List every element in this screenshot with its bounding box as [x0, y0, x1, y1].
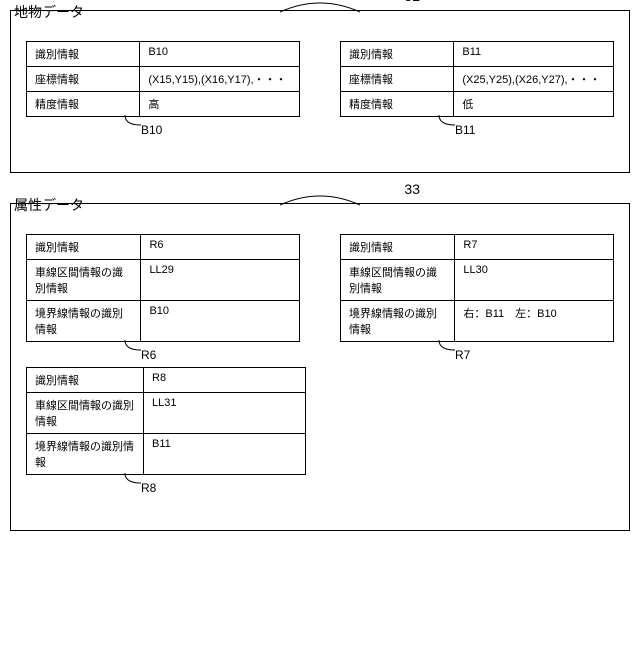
table: 識別情報B11 座標情報(X25,Y25),(X26,Y27),・・・ 精度情報…: [340, 41, 614, 117]
callout-label: R6: [141, 348, 156, 362]
cell-label: 車線区間情報の識別情報: [27, 260, 141, 301]
callout-label: B11: [455, 123, 475, 137]
cell-value: R6: [141, 235, 300, 260]
callout-hook-icon: [437, 115, 457, 129]
table-row: 座標情報(X25,Y25),(X26,Y27),・・・: [341, 67, 614, 92]
callout-hook-icon: [123, 473, 143, 487]
attribute-table-r7: 識別情報R7 車線区間情報の識別情報LL30 境界線情報の識別情報右：B11 左…: [340, 234, 614, 342]
callout-label: R7: [455, 348, 470, 362]
cell-value: (X15,Y15),(X16,Y17),・・・: [140, 67, 300, 92]
cell-label: 車線区間情報の識別情報: [341, 260, 455, 301]
cell-value: R8: [144, 368, 306, 393]
table-callout-b10: B10: [141, 123, 162, 137]
table-row: 識別情報R7: [341, 235, 614, 260]
cell-label: 精度情報: [341, 92, 454, 117]
cell-value: LL30: [455, 260, 614, 301]
table-row: 境界線情報の識別情報B11: [27, 434, 306, 475]
cell-label: 車線区間情報の識別情報: [27, 393, 144, 434]
callout-label: B10: [141, 123, 162, 137]
feature-box: 識別情報B10 座標情報(X15,Y15),(X16,Y17),・・・ 精度情報…: [10, 10, 630, 173]
cell-value: B10: [141, 301, 300, 342]
cell-value: 高: [140, 92, 300, 117]
cell-label: 識別情報: [27, 42, 140, 67]
callout-number-33: 33: [404, 181, 420, 197]
table-row: 境界線情報の識別情報右：B11 左：B10: [341, 301, 614, 342]
cell-value: LL29: [141, 260, 300, 301]
feature-table-b11: 識別情報B11 座標情報(X25,Y25),(X26,Y27),・・・ 精度情報…: [340, 41, 614, 117]
table-row: 車線区間情報の識別情報LL31: [27, 393, 306, 434]
feature-tables-row: 識別情報B10 座標情報(X15,Y15),(X16,Y17),・・・ 精度情報…: [26, 41, 614, 117]
table: 識別情報R7 車線区間情報の識別情報LL30 境界線情報の識別情報右：B11 左…: [340, 234, 614, 342]
cell-value: 右：B11 左：B10: [455, 301, 614, 342]
cell-label: 境界線情報の識別情報: [341, 301, 455, 342]
attribute-table-r6: 識別情報R6 車線区間情報の識別情報LL29 境界線情報の識別情報B10 R6: [26, 234, 300, 342]
table-row: 識別情報R8: [27, 368, 306, 393]
cell-value: B10: [140, 42, 300, 67]
cell-value: LL31: [144, 393, 306, 434]
callout-label: R8: [141, 481, 156, 495]
attribute-table-r8: 識別情報R8 車線区間情報の識別情報LL31 境界線情報の識別情報B11 R8: [26, 367, 306, 475]
table-row: 精度情報高: [27, 92, 300, 117]
cell-value: B11: [144, 434, 306, 475]
table-row: 境界線情報の識別情報B10: [27, 301, 300, 342]
table: 識別情報B10 座標情報(X15,Y15),(X16,Y17),・・・ 精度情報…: [26, 41, 300, 117]
table-row: 識別情報R6: [27, 235, 300, 260]
attribute-data-group: 属性データ 33 識別情報R6 車線区間情報の識別情報LL29 境界線情報の識別…: [10, 203, 630, 531]
cell-label: 境界線情報の識別情報: [27, 301, 141, 342]
callout-hook-icon: [123, 115, 143, 129]
cell-label: 精度情報: [27, 92, 140, 117]
cell-label: 識別情報: [27, 368, 144, 393]
cell-value: (X25,Y25),(X26,Y27),・・・: [454, 67, 614, 92]
callout-number-32: 32: [404, 0, 420, 4]
cell-label: 座標情報: [341, 67, 454, 92]
attribute-box: 識別情報R6 車線区間情報の識別情報LL29 境界線情報の識別情報B10 R6 …: [10, 203, 630, 531]
cell-label: 境界線情報の識別情報: [27, 434, 144, 475]
callout-hook-icon: [437, 340, 457, 354]
attribute-tables-row-1: 識別情報R6 車線区間情報の識別情報LL29 境界線情報の識別情報B10 R6 …: [26, 234, 614, 342]
attribute-tables-row-2: 識別情報R8 車線区間情報の識別情報LL31 境界線情報の識別情報B11 R8: [26, 367, 614, 475]
table-row: 座標情報(X15,Y15),(X16,Y17),・・・: [27, 67, 300, 92]
cell-value: R7: [455, 235, 614, 260]
table-callout-r6: R6: [141, 348, 156, 362]
table-row: 精度情報低: [341, 92, 614, 117]
table: 識別情報R6 車線区間情報の識別情報LL29 境界線情報の識別情報B10: [26, 234, 300, 342]
table-row: 車線区間情報の識別情報LL30: [341, 260, 614, 301]
table-callout-r8: R8: [141, 481, 156, 495]
table-callout-r7: R7: [455, 348, 470, 362]
table-callout-b11: B11: [455, 123, 475, 137]
cell-label: 座標情報: [27, 67, 140, 92]
table-row: 車線区間情報の識別情報LL29: [27, 260, 300, 301]
callout-hook-icon: [123, 340, 143, 354]
cell-value: B11: [454, 42, 614, 67]
feature-table-b10: 識別情報B10 座標情報(X15,Y15),(X16,Y17),・・・ 精度情報…: [26, 41, 300, 117]
feature-data-group: 地物データ 32 識別情報B10 座標情報(X15,Y15),(X16,Y17)…: [10, 10, 630, 173]
cell-label: 識別情報: [341, 42, 454, 67]
table-row: 識別情報B10: [27, 42, 300, 67]
cell-label: 識別情報: [341, 235, 455, 260]
cell-label: 識別情報: [27, 235, 141, 260]
table-row: 識別情報B11: [341, 42, 614, 67]
cell-value: 低: [454, 92, 614, 117]
table: 識別情報R8 車線区間情報の識別情報LL31 境界線情報の識別情報B11: [26, 367, 306, 475]
